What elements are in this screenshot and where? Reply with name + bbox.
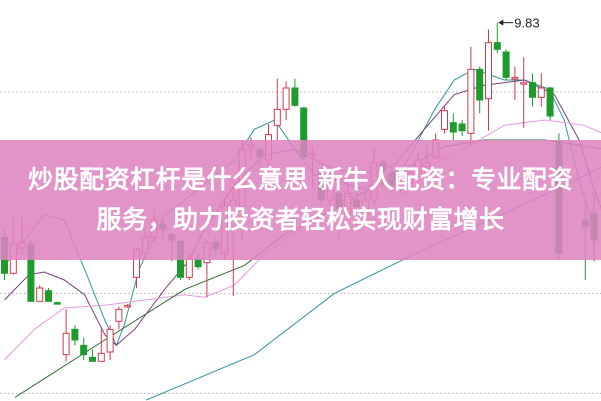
candle-body bbox=[273, 108, 281, 126]
candle-body bbox=[476, 68, 484, 101]
candle bbox=[62, 309, 70, 362]
candle bbox=[80, 337, 88, 360]
candle-body bbox=[62, 332, 70, 356]
candle bbox=[485, 29, 492, 131]
candle bbox=[441, 106, 448, 134]
candle bbox=[546, 86, 554, 120]
candle-body bbox=[71, 328, 79, 341]
candle-body bbox=[511, 76, 519, 80]
candle-body bbox=[441, 110, 448, 130]
candle-body bbox=[520, 82, 528, 85]
candle bbox=[476, 66, 484, 114]
candle-body bbox=[53, 302, 61, 305]
candle bbox=[529, 73, 536, 107]
candle-body bbox=[89, 356, 96, 362]
candle-body bbox=[115, 308, 123, 322]
candle-body bbox=[45, 290, 52, 302]
candle bbox=[36, 285, 44, 302]
high-marker-arrow-icon bbox=[498, 19, 504, 26]
headline-banner: 炒股配资杠杆是什么意思 新牛人配资：专业配资 服务，助力投资者轻松实现财富增长 bbox=[0, 140, 601, 260]
candle bbox=[53, 301, 61, 305]
candle-body bbox=[467, 68, 475, 134]
candle bbox=[502, 49, 510, 80]
candle bbox=[458, 120, 466, 136]
candle-body bbox=[449, 122, 457, 133]
candle bbox=[106, 325, 114, 360]
candle bbox=[89, 349, 96, 362]
candle bbox=[115, 306, 123, 330]
candle-body bbox=[185, 258, 193, 278]
candle-body bbox=[537, 87, 545, 98]
candle-body bbox=[493, 42, 501, 50]
candle-body bbox=[291, 87, 299, 106]
candle bbox=[45, 288, 52, 302]
candle bbox=[124, 304, 132, 308]
candle bbox=[467, 46, 475, 147]
candle bbox=[520, 57, 528, 128]
candle-body bbox=[458, 123, 466, 132]
candle-body bbox=[106, 328, 114, 353]
candle-body bbox=[502, 51, 510, 78]
candle-body bbox=[36, 287, 44, 302]
candle bbox=[273, 78, 281, 140]
candle bbox=[97, 329, 105, 362]
annotations: 9.83 bbox=[498, 16, 540, 31]
candle bbox=[282, 81, 290, 120]
high-price-label: 9.83 bbox=[514, 16, 539, 31]
candle-body bbox=[529, 82, 536, 98]
candle-body bbox=[485, 42, 492, 100]
candle-body bbox=[97, 352, 105, 362]
candle-body bbox=[282, 87, 290, 110]
candle bbox=[71, 325, 79, 346]
candle bbox=[537, 73, 545, 107]
candle bbox=[511, 66, 519, 100]
candle bbox=[449, 113, 457, 140]
candle-body bbox=[80, 344, 88, 356]
headline-line-2: 服务，助力投资者轻松实现财富增长 bbox=[96, 205, 505, 234]
candle bbox=[291, 78, 299, 107]
candle-body bbox=[124, 304, 132, 308]
candle-body bbox=[546, 87, 554, 117]
candle bbox=[493, 22, 501, 54]
headline-line-1: 炒股配资杠杆是什么意思 新牛人配资：专业配资 bbox=[28, 165, 573, 194]
